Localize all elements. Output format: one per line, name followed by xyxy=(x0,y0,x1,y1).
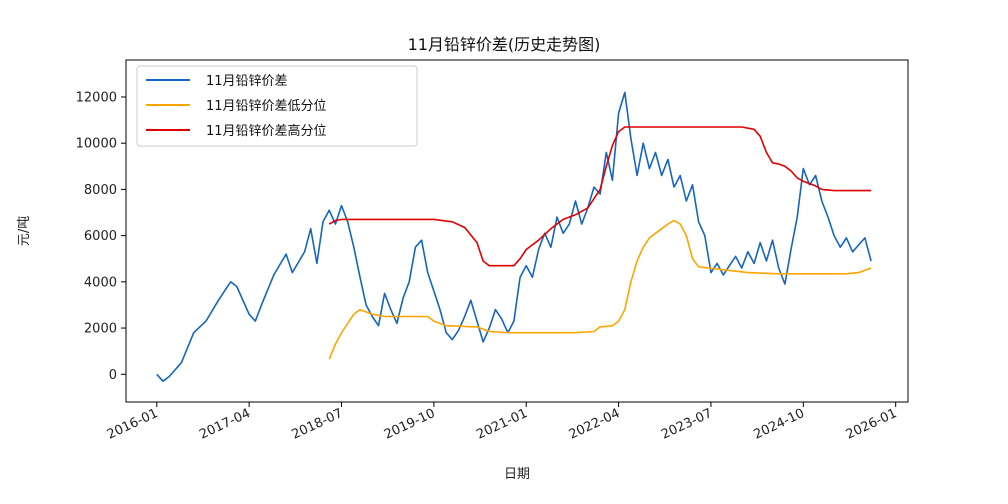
legend-label-low: 11月铅锌价差低分位 xyxy=(206,99,327,114)
high-percentile-line xyxy=(328,126,872,267)
chart-title: 11月铅锌价差(历史走势图) xyxy=(408,35,601,54)
x-tick-label: 2023-07 xyxy=(659,406,715,443)
series-layer xyxy=(156,91,872,382)
legend-label-high: 11月铅锌价差高分位 xyxy=(206,123,327,139)
x-tick-label: 2022-04 xyxy=(567,406,623,443)
x-tick-label: 2016-01 xyxy=(105,406,161,443)
x-tick-label: 2021-01 xyxy=(474,406,530,443)
legend: 11月铅锌价差 11月铅锌价差低分位 11月铅锌价差高分位 xyxy=(136,65,418,147)
y-tick-label: 10000 xyxy=(76,137,117,152)
x-tick-label: 2026-01 xyxy=(844,406,900,443)
x-tick-label: 2019-10 xyxy=(382,406,438,443)
y-axis-label: 元/吨 xyxy=(17,216,32,246)
spread-line xyxy=(156,91,872,382)
y-tick-label: 8000 xyxy=(84,183,117,198)
plot-frame xyxy=(125,59,909,403)
y-tick-label: 0 xyxy=(109,368,117,383)
low-percentile-line xyxy=(328,219,872,360)
x-tick-label: 2024-10 xyxy=(751,406,807,443)
legend-label-spread: 11月铅锌价差 xyxy=(206,74,288,89)
x-tick-label: 2017-04 xyxy=(197,406,253,443)
x-axis-label: 日期 xyxy=(504,467,530,482)
y-tick-label: 4000 xyxy=(84,275,117,290)
x-tick-label: 2018-07 xyxy=(290,406,346,443)
y-tick-label: 2000 xyxy=(84,322,117,337)
y-tick-label: 6000 xyxy=(84,229,117,244)
legend-box xyxy=(136,65,418,147)
x-axis: 2016-01 2017-04 2018-07 2019-10 2021-01 2022-… xyxy=(105,402,899,443)
y-tick-label: 12000 xyxy=(76,90,117,105)
y-axis: 0 2000 4000 6000 8000 10000 12000 xyxy=(76,90,126,383)
